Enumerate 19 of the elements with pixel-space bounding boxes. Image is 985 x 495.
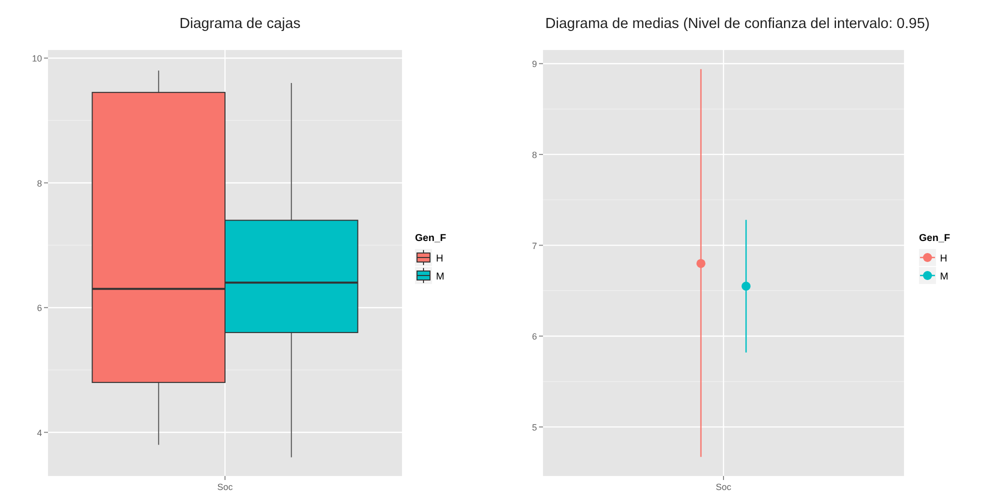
y-tick-label: 4 [36,428,42,438]
legend-title: Gen_F [919,233,950,244]
y-tick-label: 5 [532,422,537,432]
y-tick-label: 7 [532,240,537,251]
x-tick-label: Soc [217,482,234,492]
legend-label: M [436,272,444,282]
y-tick-label: 9 [532,59,537,70]
y-tick-label: 8 [36,178,42,188]
legend-label: H [436,254,444,264]
chart-title: Diagrama de medias (Nivel de confianza del intervalo: 0.95) [545,16,930,32]
y-tick-label: 6 [36,303,42,314]
legend-title: Gen_F [415,233,446,244]
y-tick-label: 8 [532,150,537,160]
y-tick-label: 6 [532,332,537,342]
legend-label: M [940,272,948,282]
legend-label: H [940,254,948,264]
y-tick-label: 10 [32,54,42,64]
x-tick-label: Soc [716,482,732,492]
chart-title: Diagrama de cajas [180,16,300,32]
